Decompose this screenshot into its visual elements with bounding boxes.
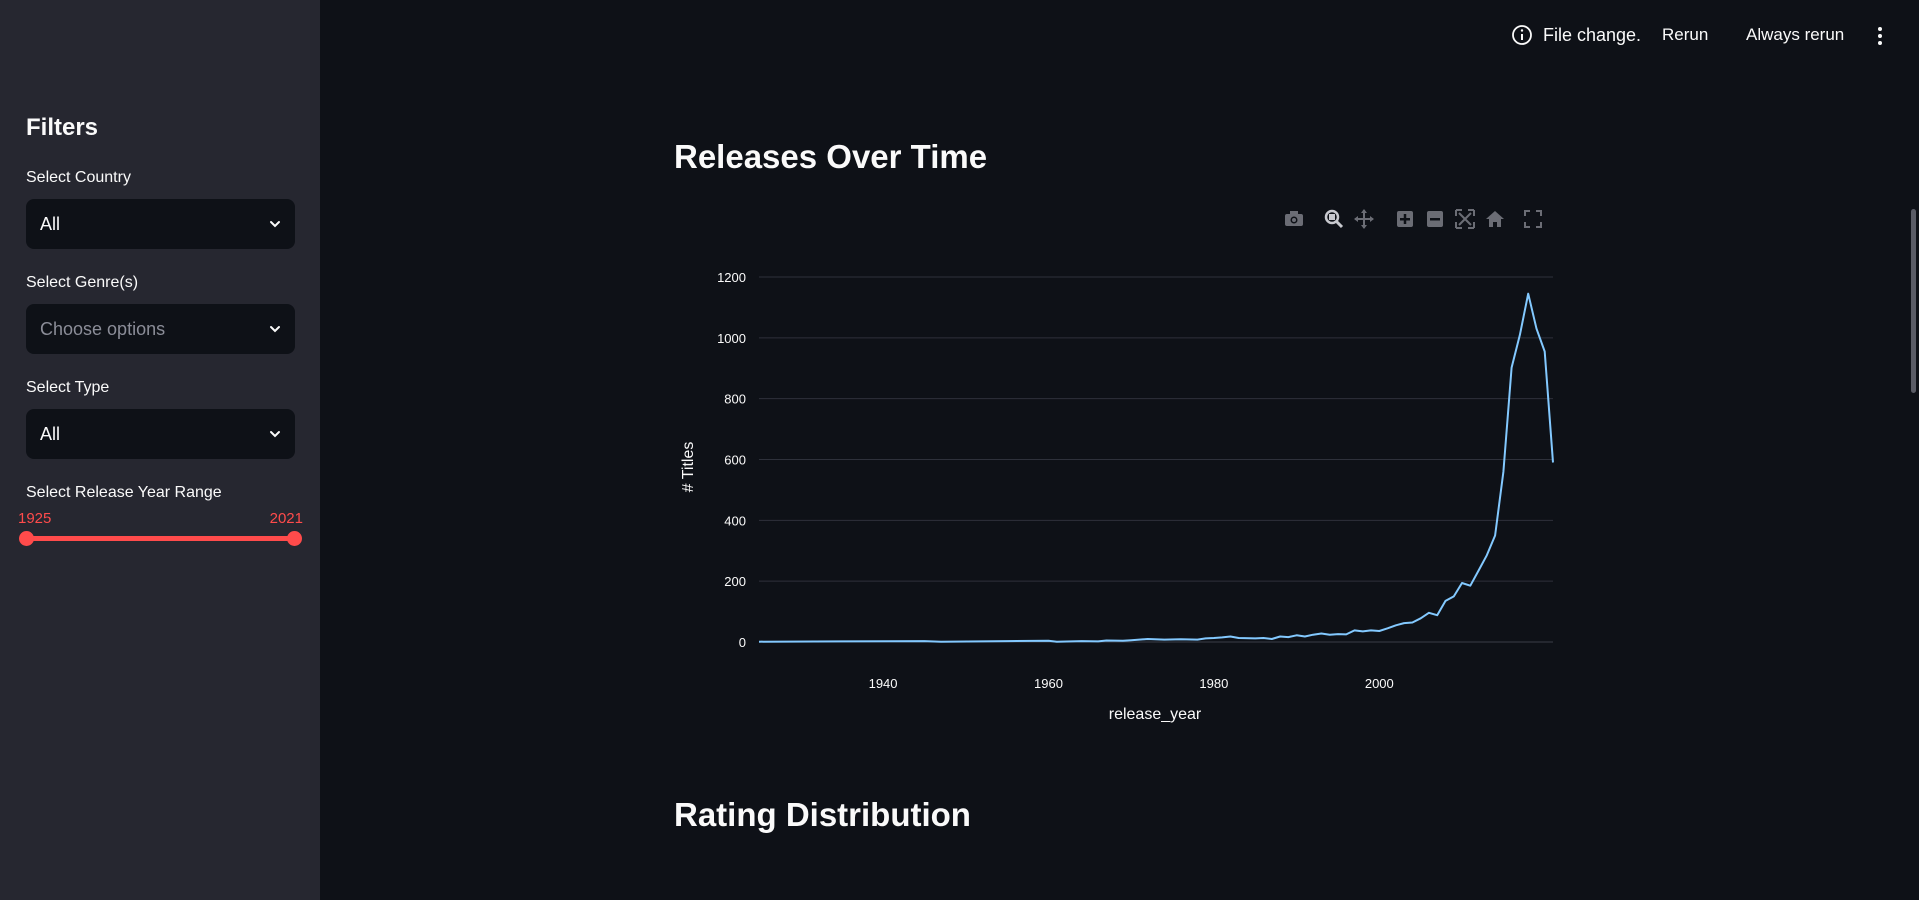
chevron-down-icon (270, 431, 280, 438)
x-tick-label: 2000 (1365, 676, 1394, 691)
y-tick-label: 1000 (717, 331, 746, 346)
info-icon (1512, 25, 1532, 45)
autoscale-icon[interactable] (1454, 208, 1476, 230)
y-tick-label: 0 (739, 635, 746, 650)
status-widget: File change. (1511, 24, 1641, 46)
main-menu-icon[interactable] (1871, 24, 1889, 48)
y-tick-label: 600 (724, 453, 746, 468)
slider-max-thumb[interactable] (287, 531, 302, 546)
slider-track[interactable] (26, 536, 295, 541)
pan-icon[interactable] (1353, 208, 1375, 230)
type-value: All (40, 423, 61, 444)
section-title-rating: Rating Distribution (674, 796, 971, 833)
year-range-slider[interactable]: 1925 2021 (18, 505, 303, 546)
country-select[interactable]: All (26, 199, 295, 249)
series-line (758, 292, 1554, 643)
slider-min-thumb[interactable] (19, 531, 34, 546)
zoom-out-icon[interactable] (1424, 208, 1446, 230)
country-label: Select Country (26, 169, 131, 186)
y-tick-label: 1200 (717, 270, 746, 285)
year-range-label: Select Release Year Range (26, 484, 222, 501)
genre-placeholder: Choose options (40, 318, 166, 339)
y-tick-label: 200 (724, 574, 746, 589)
genre-label: Select Genre(s) (26, 274, 139, 291)
zoom-in-icon[interactable] (1394, 208, 1416, 230)
x-axis-label: release_year (1109, 706, 1202, 723)
section-title-releases: Releases Over Time (674, 138, 988, 175)
x-tick-label: 1960 (1034, 676, 1063, 691)
slider-max-value: 2021 (269, 510, 303, 527)
camera-icon[interactable] (1283, 208, 1305, 230)
fullscreen-icon[interactable] (1522, 208, 1544, 230)
chevron-down-icon (270, 326, 280, 333)
sidebar-title: Filters (26, 114, 99, 141)
x-tick-label: 1940 (869, 676, 898, 691)
type-select[interactable]: All (26, 409, 295, 459)
y-tick-label: 800 (724, 392, 746, 407)
chart-modebar (1280, 208, 1550, 234)
page-scrollbar[interactable] (1911, 209, 1916, 393)
zoom-icon[interactable] (1323, 208, 1345, 230)
slider-min-value: 1925 (18, 510, 52, 527)
home-icon[interactable] (1484, 208, 1506, 230)
x-tick-label: 1980 (1199, 676, 1228, 691)
sidebar: Filters Select Country All Select Genre(… (0, 0, 320, 900)
country-value: All (40, 213, 61, 234)
status-text: File change. (1543, 24, 1642, 45)
chevron-down-icon (270, 221, 280, 228)
type-label: Select Type (26, 379, 110, 396)
y-axis-label: # Titles (680, 442, 697, 493)
genre-multiselect[interactable]: Choose options (26, 304, 295, 354)
y-tick-label: 400 (724, 513, 746, 528)
rerun-button[interactable]: Rerun (1662, 25, 1709, 44)
always-rerun-button[interactable]: Always rerun (1746, 25, 1845, 44)
